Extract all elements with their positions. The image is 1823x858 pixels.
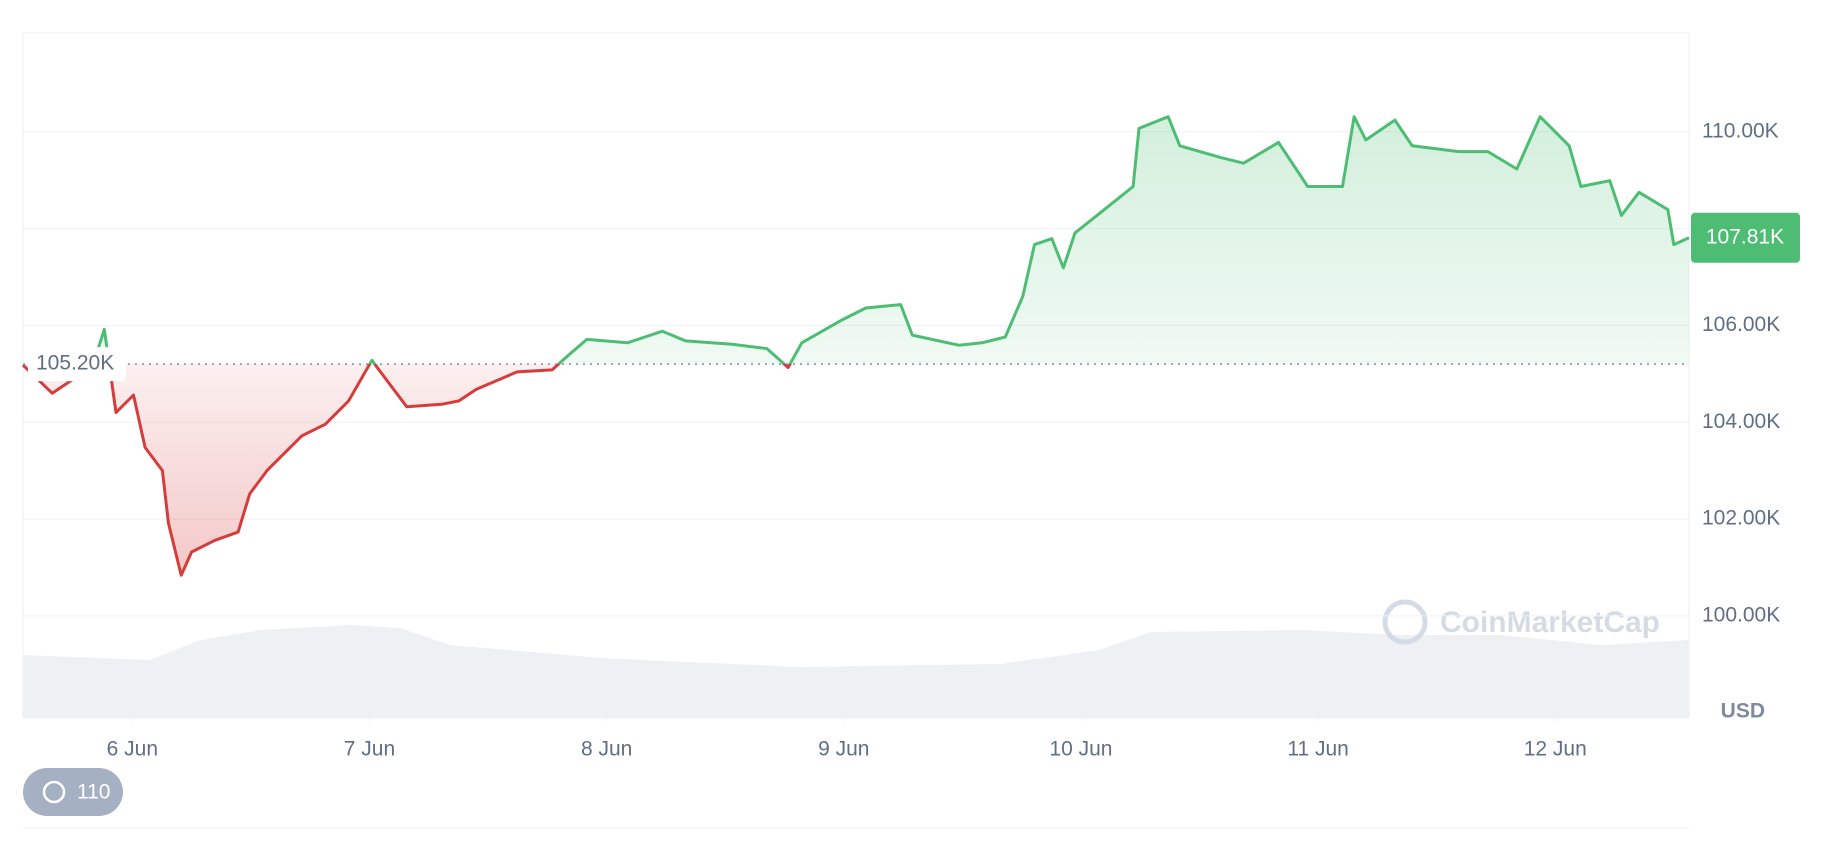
volume-area (23, 625, 1689, 718)
y-tick-label: 104.00K (1702, 410, 1780, 433)
currency-label: USD (1721, 700, 1765, 723)
last-price-badge (1691, 212, 1800, 263)
baseline-label: 105.20K (36, 352, 114, 375)
watermark: CoinMarketCap (1440, 606, 1660, 639)
history-badge[interactable] (23, 768, 123, 816)
watermark-logo (1382, 599, 1428, 645)
x-tick-label: 7 Jun (344, 738, 395, 761)
y-tick-label: 100.00K (1702, 603, 1780, 626)
y-tick-label: 106.00K (1702, 313, 1780, 336)
baseline-label-bg (28, 347, 126, 382)
x-tick-label: 6 Jun (107, 738, 158, 761)
x-tick-label: 8 Jun (581, 738, 632, 761)
x-tick-label: 11 Jun (1287, 738, 1349, 761)
history-icon (42, 780, 66, 804)
x-tick-label: 12 Jun (1524, 738, 1587, 761)
y-tick-label: 102.00K (1702, 507, 1780, 530)
x-tick-label: 10 Jun (1049, 738, 1112, 761)
history-count: 110 (77, 781, 110, 804)
price-area (23, 116, 1689, 576)
last-price-label: 107.81K (1706, 225, 1784, 248)
price-line (21, 115, 1690, 577)
y-tick-label: 110.00K (1702, 119, 1779, 142)
x-tick-label: 9 Jun (818, 738, 869, 761)
